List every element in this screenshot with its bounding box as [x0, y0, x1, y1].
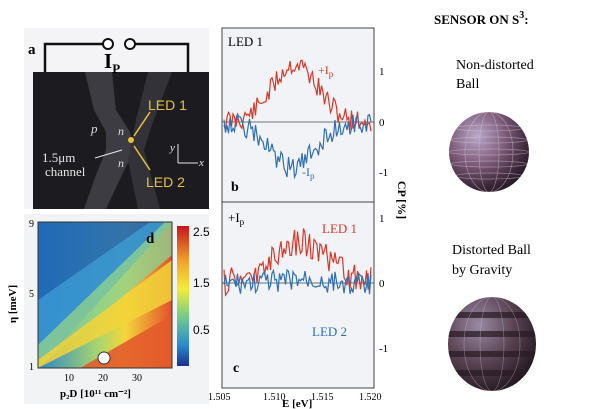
panel-c-led1-label: LED 1: [322, 221, 357, 236]
heatmap-ylabel: η [meV]: [7, 285, 19, 323]
heatmap-yellow-band: [38, 260, 172, 368]
heatmap-ytick-2: 1: [29, 362, 34, 373]
led1-label: LED 1: [148, 97, 187, 113]
heatmap-xtick-2: 30: [132, 373, 142, 384]
caption-non-distorted-2: Ball: [456, 77, 479, 92]
channel-pointer: [94, 149, 123, 159]
device-channel-shape: [84, 72, 134, 209]
energy-tick-1: 1.510: [263, 392, 286, 403]
heatmap-frame: [37, 221, 173, 369]
heatmap-xtick-1: 20: [98, 373, 108, 384]
led1-pointer: [133, 111, 151, 137]
circuit-wire-right: [135, 42, 190, 72]
energy-axis-label: E [eV]: [282, 398, 312, 409]
label-n-top: n: [118, 124, 124, 138]
led2-pointer: [133, 145, 151, 171]
panel-b: LED 1 +Ip -Ip b: [221, 27, 375, 203]
distorted-ball: [448, 297, 536, 391]
colorbar-tick-2: 0.5: [193, 323, 210, 337]
energy-axis: 1.505 1.510 1.515 1.520 E [eV]: [208, 392, 382, 409]
caption-distorted-2: by Gravity: [452, 263, 512, 278]
cp-tick-b-2: -1: [379, 167, 388, 179]
heatmap-ytick-0: 9: [29, 219, 34, 230]
panel-b-minus-label: -Ip: [302, 165, 315, 181]
label-n-bottom: n: [118, 156, 124, 170]
channel-word-label: channel: [45, 164, 86, 179]
current-label: IP: [104, 49, 120, 76]
energy-tick-2: 1.515: [311, 392, 334, 403]
panel-d-letter: d: [146, 231, 155, 247]
cp-tick-c-2: -1: [379, 343, 388, 355]
junction-dot: [128, 137, 134, 143]
sensor-title: SENSOR ON S3:: [434, 10, 529, 27]
panel-c-series-led2: [223, 268, 372, 295]
heatmap-ytick-1: 5: [29, 289, 34, 300]
heatmap-xtick-0: 10: [64, 373, 74, 384]
axis-y-label: y: [169, 142, 175, 154]
panel-c-plus-label: +Ip: [228, 210, 245, 227]
caption-non-distorted-1: Non-distorted: [456, 58, 534, 73]
heatmap-marker: [97, 351, 111, 365]
cp-axis-label: CP [%]: [395, 181, 409, 219]
sensor-section: SENSOR ON S3: Non-distorted Ball Distort…: [434, 10, 536, 391]
colorbar-tick-0: 2.5: [193, 225, 210, 239]
panel-d: d 2.5 1.5 0.5 9 5 1 10 20 30 η [meV] p₂D…: [7, 214, 210, 404]
circuit-wire-left: [43, 42, 103, 72]
led2-label: LED 2: [146, 174, 185, 190]
cp-tick-c-1: 0: [379, 278, 385, 290]
colorbar: [177, 226, 189, 366]
heatmap-green-band: [38, 222, 172, 368]
panel-c-led2-label: LED 2: [312, 324, 347, 339]
device-shape-right: [128, 72, 172, 209]
panel-c-letter: c: [233, 361, 239, 376]
axis-x-label: x: [198, 157, 204, 169]
panel-b-series-plus: [223, 59, 372, 132]
panel-c-series-led1: [223, 228, 372, 297]
channel-size-label: 1.5μm: [42, 150, 75, 165]
terminal-left: [102, 38, 114, 50]
energy-tick-3: 1.520: [359, 392, 382, 403]
panel-c: +Ip LED 1 LED 2 c: [221, 201, 375, 389]
terminal-right: [124, 38, 136, 50]
panel-b-title: LED 1: [228, 34, 263, 49]
panel-b-plus-label: +Ip: [318, 63, 334, 79]
heatmap-xlabel: p₂D [10¹¹ cm⁻²]: [60, 388, 131, 400]
label-p: p: [90, 121, 98, 136]
cp-tick-c-0: 1: [379, 213, 385, 225]
cp-tick-b-0: 1: [379, 66, 385, 78]
panel-a-letter: a: [28, 42, 36, 58]
panel-b-letter: b: [231, 180, 239, 195]
cp-axis: 1 0 -1 1 0 -1 CP [%]: [379, 66, 409, 355]
non-distorted-ball: [449, 112, 529, 192]
panel-b-series-minus: [223, 112, 372, 180]
panel-a: a IP p n n LED 1 LED 2 1.5μm channel y x: [24, 28, 209, 209]
caption-distorted-1: Distorted Ball: [452, 243, 531, 258]
energy-tick-0: 1.505: [208, 392, 231, 403]
colorbar-tick-1: 1.5: [193, 276, 210, 290]
cp-tick-b-1: 0: [379, 117, 385, 129]
